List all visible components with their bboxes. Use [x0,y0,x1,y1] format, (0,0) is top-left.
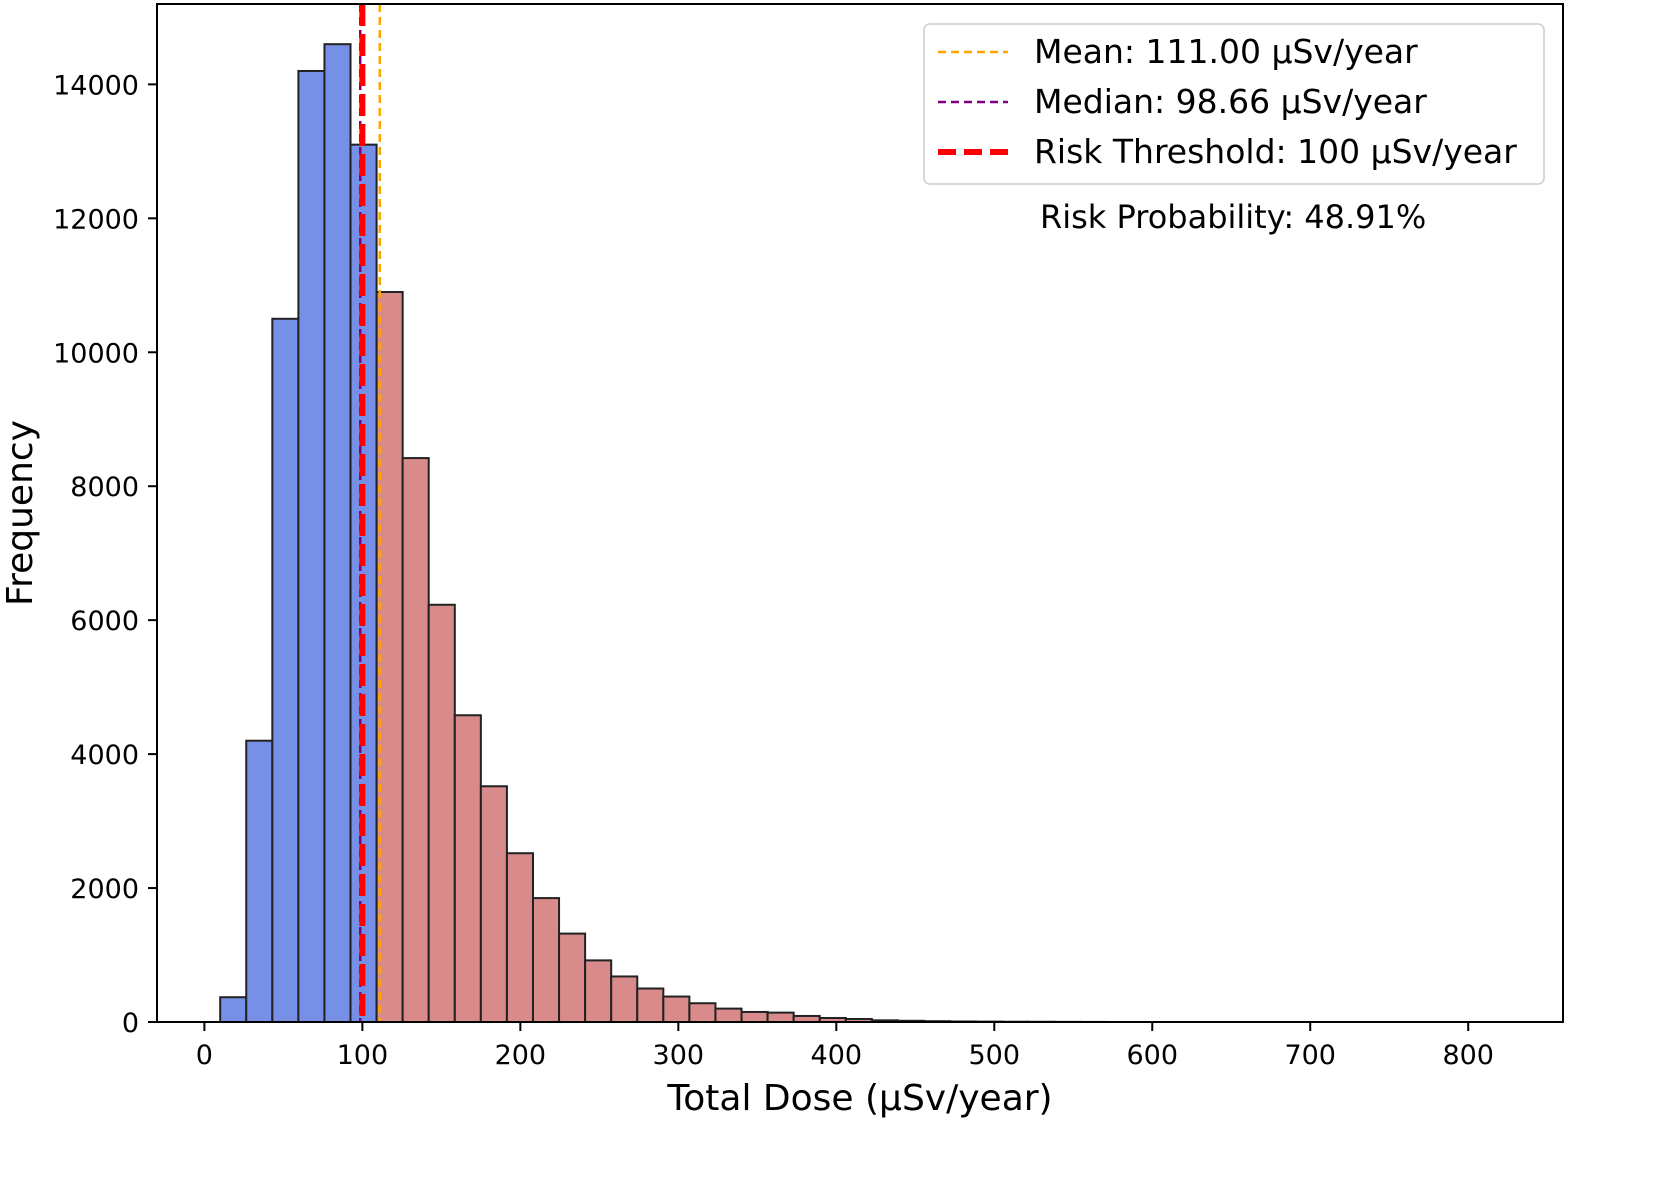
y-axis-ticks: 0 2000 4000 6000 8000 10000 12000 14000 [53,70,157,1039]
histogram-bar [766,1011,795,1023]
x-tick-label: 800 [1442,1040,1494,1071]
legend-label-median: Median: 98.66 µSv/year [1034,82,1427,121]
histogram-bar [740,1010,769,1023]
legend-label-mean: Mean: 111.00 µSv/year [1034,32,1418,71]
legend-box [923,23,1545,185]
histogram-bar [531,897,561,1024]
y-tick-label: 4000 [70,740,139,771]
x-tick-label: 200 [495,1040,547,1071]
histogram-bar [323,43,352,1024]
reference-lines-group [359,4,381,1022]
histogram-bar [297,69,326,1023]
x-tick-label: 400 [811,1040,863,1071]
risk-probability-annotation: Risk Probability: 48.91% [1040,198,1426,236]
x-tick-label: 100 [337,1040,389,1071]
y-tick-label: 14000 [53,70,139,101]
histogram-bar [245,739,274,1023]
histogram-bar [688,1002,717,1024]
histogram-bar [219,996,248,1023]
histogram-bar [584,959,613,1024]
histogram-bar [479,785,508,1023]
histogram-bar [427,603,456,1024]
y-tick-label: 12000 [53,204,139,235]
histogram-bar [714,1007,743,1024]
histogram-bar [610,975,639,1023]
x-axis-title: Total Dose (µSv/year) [666,1078,1052,1119]
x-tick-label: 0 [196,1040,213,1071]
histogram-bar [558,932,587,1023]
histogram-bar [271,317,300,1023]
legend-label-risk-threshold: Risk Threshold: 100 µSv/year [1034,132,1517,171]
y-tick-label: 6000 [70,606,139,637]
y-tick-label: 2000 [70,874,139,905]
histogram-bar [505,852,534,1023]
y-tick-label: 8000 [70,472,139,503]
histogram-bar [401,457,430,1023]
y-tick-label: 0 [122,1008,139,1039]
y-tick-label: 10000 [53,338,139,369]
plot-frame [156,3,1564,1023]
x-tick-label: 300 [653,1040,705,1071]
histogram-bar [453,714,482,1023]
x-tick-label: 500 [969,1040,1021,1071]
histogram-bar [636,987,665,1024]
bars-group [219,43,1108,1024]
histogram-bar [662,995,691,1023]
y-axis-title: Frequency [0,420,41,606]
x-axis-ticks: 0 100 200 300 400 500 600 700 800 [196,1022,1494,1071]
x-tick-label: 600 [1126,1040,1178,1071]
legend: Mean: 111.00 µSv/year Median: 98.66 µSv/… [923,23,1545,185]
x-tick-label: 700 [1284,1040,1336,1071]
